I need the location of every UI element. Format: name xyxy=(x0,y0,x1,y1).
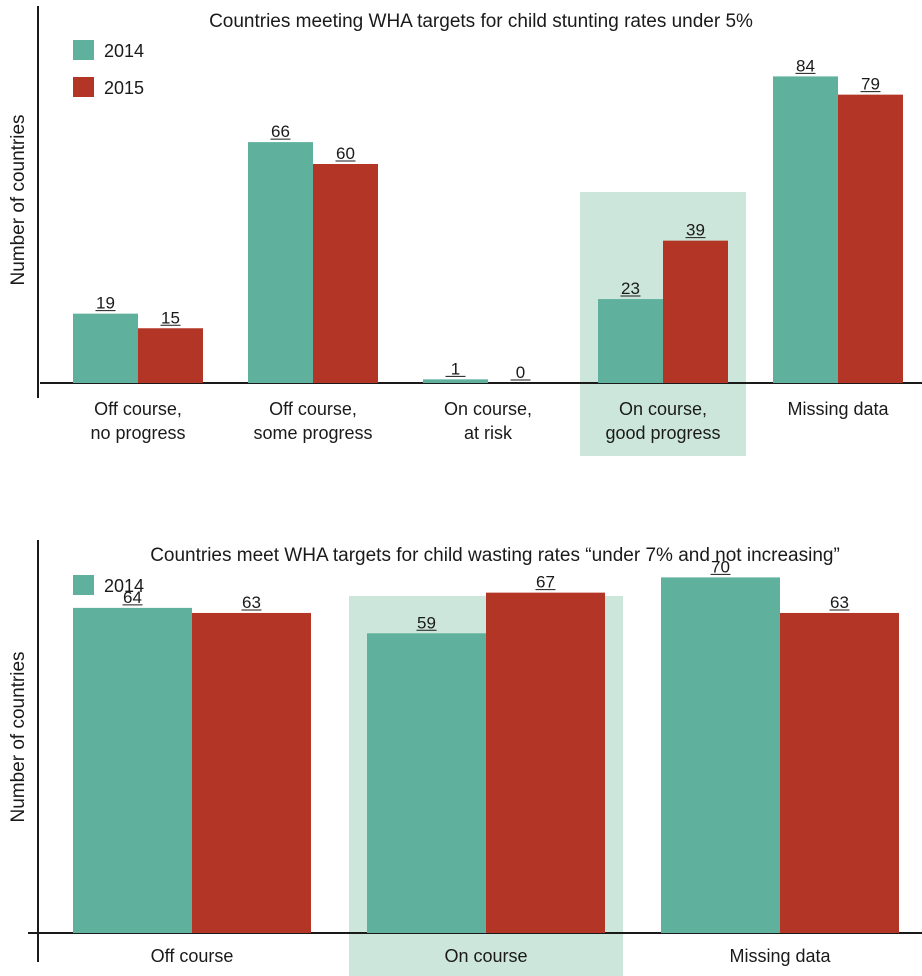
category-label-2: Off course, xyxy=(269,399,357,419)
category-label-1: no progress xyxy=(90,423,185,443)
value-label-2015-1: 15 xyxy=(161,308,180,327)
value-label-2014-3: 1 xyxy=(451,359,460,378)
value-label-2015-5: 79 xyxy=(861,75,880,94)
chart-title: Countries meeting WHA targets for child … xyxy=(209,11,753,32)
category-label-5: Missing data xyxy=(787,399,889,419)
bar-2015-1 xyxy=(138,328,203,383)
value-label-2014-1: 19 xyxy=(96,294,115,313)
legend-label-2015: 2015 xyxy=(104,78,144,98)
bar-2014-4 xyxy=(598,299,663,383)
value-label-2014-1: 64 xyxy=(123,588,142,607)
value-label-2014-4: 23 xyxy=(621,279,640,298)
category-label-3: On course, xyxy=(444,399,532,419)
category-label-2: some progress xyxy=(253,423,372,443)
bar-2015-3 xyxy=(780,612,899,933)
chart-panel-1: Countries meeting WHA targets for child … xyxy=(8,6,922,456)
bar-2014-1 xyxy=(73,607,192,933)
y-axis-label: Number of countries xyxy=(8,651,29,822)
bar-2014-3 xyxy=(423,379,488,383)
category-label-3: Missing data xyxy=(729,946,831,966)
value-label-2014-3: 70 xyxy=(711,557,730,576)
category-label-1: Off course xyxy=(151,946,234,966)
value-label-2015-1: 63 xyxy=(242,593,261,612)
value-label-2014-2: 59 xyxy=(417,613,436,632)
value-label-2015-2: 60 xyxy=(336,144,355,163)
chart-panel-2: Countries meet WHA targets for child was… xyxy=(8,540,922,976)
value-label-2014-5: 84 xyxy=(796,56,815,75)
category-label-1: Off course, xyxy=(94,399,182,419)
bar-2014-5 xyxy=(773,76,838,384)
legend-label-2014: 2014 xyxy=(104,41,144,61)
value-label-2014-2: 66 xyxy=(271,122,290,141)
legend-label-2014: 2014 xyxy=(104,576,144,596)
bar-2014-2 xyxy=(248,142,313,383)
value-label-2015-4: 39 xyxy=(686,221,705,240)
legend-swatch-2014 xyxy=(73,575,94,595)
value-label-2015-2: 67 xyxy=(536,573,555,592)
bar-2015-4 xyxy=(663,240,728,383)
category-label-4: good progress xyxy=(605,423,720,443)
category-label-2: On course xyxy=(444,946,527,966)
y-axis-label: Number of countries xyxy=(8,114,29,285)
value-label-2015-3: 0 xyxy=(516,363,525,382)
bar-2014-1 xyxy=(73,313,138,383)
bar-2015-1 xyxy=(192,612,311,933)
value-label-2015-3: 63 xyxy=(830,593,849,612)
bar-2015-5 xyxy=(838,94,903,384)
bar-2015-2 xyxy=(313,164,378,383)
category-label-3: at risk xyxy=(464,423,513,443)
bar-2014-2 xyxy=(367,633,486,933)
bar-2015-2 xyxy=(486,592,605,933)
bar-2014-3 xyxy=(661,577,780,933)
legend-swatch-2015 xyxy=(73,77,94,97)
category-label-4: On course, xyxy=(619,399,707,419)
chart-title: Countries meet WHA targets for child was… xyxy=(150,545,840,566)
legend-swatch-2014 xyxy=(73,40,94,60)
